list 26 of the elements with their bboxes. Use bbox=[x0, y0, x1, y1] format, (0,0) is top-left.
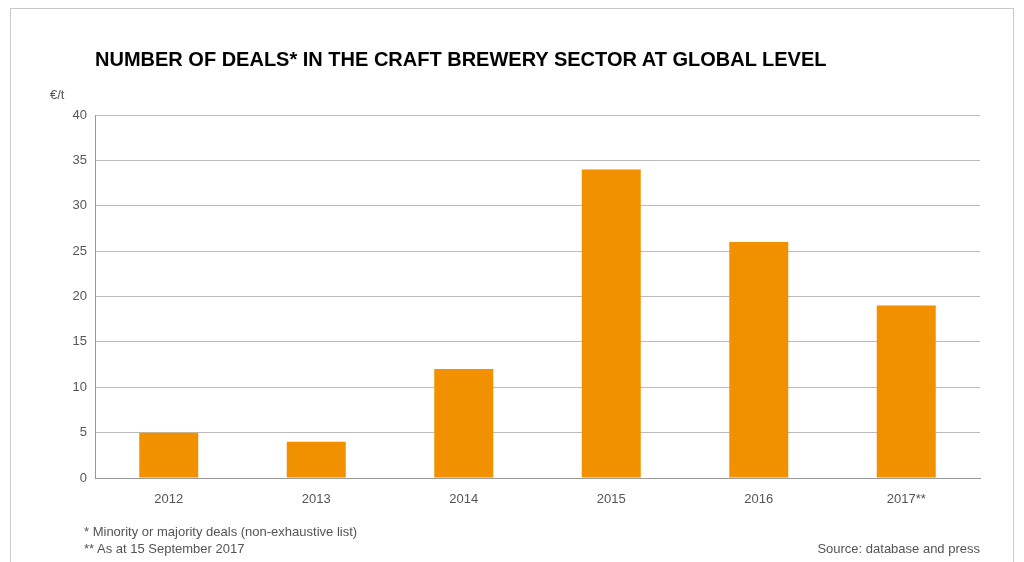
x-tick-label: 2012 bbox=[154, 491, 184, 507]
y-tick-label: 30 bbox=[72, 197, 87, 213]
x-tick-label: 2014 bbox=[449, 491, 479, 507]
x-tick-label: 2013 bbox=[301, 491, 331, 507]
bar bbox=[139, 432, 199, 478]
y-tick-label: 0 bbox=[79, 469, 87, 485]
y-tick-label: 35 bbox=[72, 151, 87, 167]
y-tick-label: 40 bbox=[72, 106, 87, 122]
y-tick-label: 20 bbox=[72, 288, 87, 304]
x-tick-label: 2015 bbox=[596, 491, 626, 507]
bar bbox=[729, 242, 789, 478]
y-tick-label: 15 bbox=[72, 333, 87, 349]
bar bbox=[434, 369, 494, 478]
bar bbox=[286, 441, 346, 478]
x-tick-label: 2016 bbox=[744, 491, 774, 507]
text: ** As at 15 September 2017 bbox=[84, 541, 245, 556]
text: * Minority or majority deals (non-exhaustive list) bbox=[84, 524, 358, 539]
source-note: Source: database and press bbox=[817, 541, 980, 556]
y-tick-label: 5 bbox=[79, 424, 87, 440]
y-axis-title: €/t bbox=[50, 87, 65, 102]
y-tick-label: 10 bbox=[72, 378, 87, 394]
y-tick-label: 25 bbox=[72, 242, 87, 258]
x-tick-label: 2017** bbox=[886, 491, 926, 507]
bar bbox=[876, 305, 936, 478]
chart-title: NUMBER OF DEALS* IN THE CRAFT BREWERY SECTOR AT GLOBAL LEVEL bbox=[95, 48, 827, 71]
bar bbox=[581, 169, 641, 478]
